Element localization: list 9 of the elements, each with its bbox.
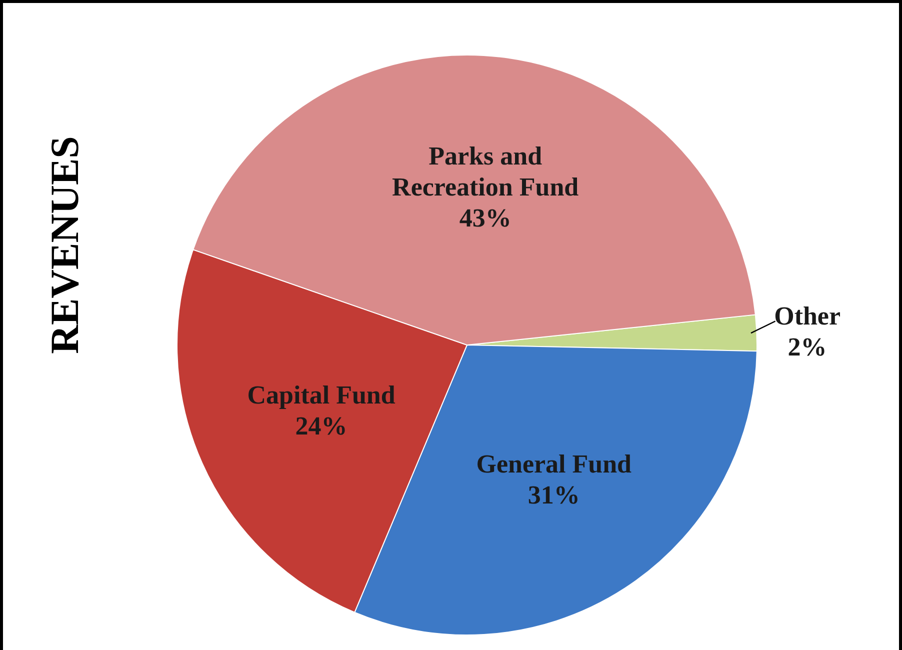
- slice-label: Other: [774, 302, 841, 331]
- data-label: 31%: [528, 480, 580, 510]
- slice-label: Parks and Recreation Fund: [392, 142, 580, 202]
- data-label: 43%: [459, 204, 512, 233]
- data-label: 2%: [788, 332, 827, 362]
- data-label: 24%: [295, 411, 348, 440]
- text: REVENUES: [42, 136, 87, 354]
- slice-label: General Fund: [476, 449, 632, 478]
- slice-label: Capital Fund: [247, 380, 396, 410]
